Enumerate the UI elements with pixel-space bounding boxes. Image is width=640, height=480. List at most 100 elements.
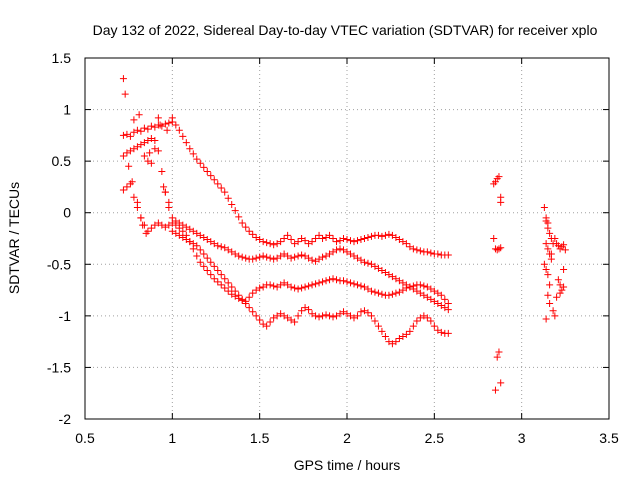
- data-point: [544, 245, 552, 253]
- data-point: [326, 312, 334, 320]
- data-point: [161, 120, 169, 128]
- data-point: [221, 284, 229, 292]
- data-point: [551, 235, 559, 242]
- data-point: [416, 281, 424, 289]
- data-point: [544, 224, 552, 232]
- data-point: [193, 252, 201, 260]
- data-point: [497, 198, 505, 206]
- data-point: [392, 338, 400, 346]
- data-point: [556, 289, 564, 297]
- data-point: [266, 281, 274, 289]
- data-point: [235, 291, 243, 299]
- data-point: [319, 253, 327, 261]
- data-point: [210, 176, 218, 184]
- data-point: [196, 159, 204, 167]
- data-point: [378, 232, 386, 240]
- data-point: [179, 132, 187, 140]
- data-point: [119, 186, 127, 194]
- data-point: [147, 224, 155, 232]
- data-point: [374, 289, 382, 297]
- y-tick-label: 1: [63, 102, 71, 118]
- x-axis-label: GPS time / hours: [294, 457, 401, 473]
- data-point: [495, 348, 503, 356]
- data-point: [298, 284, 306, 292]
- data-point: [119, 131, 127, 139]
- data-point: [266, 318, 274, 326]
- data-point: [214, 180, 222, 188]
- data-point: [154, 114, 162, 122]
- data-point: [298, 307, 306, 315]
- x-tick-label: 2.5: [425, 430, 445, 446]
- data-point: [409, 282, 417, 290]
- data-point: [242, 299, 250, 307]
- data-point: [364, 309, 372, 317]
- data-point: [280, 235, 288, 242]
- data-point: [126, 132, 134, 140]
- data-point: [259, 238, 267, 246]
- data-point: [490, 235, 498, 242]
- data-point: [364, 259, 372, 267]
- data-point: [235, 213, 243, 221]
- data-point: [130, 193, 138, 201]
- series-arc-3: [119, 180, 452, 307]
- data-point: [291, 284, 299, 292]
- data-point: [235, 252, 243, 260]
- data-point: [140, 124, 148, 132]
- data-point: [554, 276, 562, 284]
- data-point: [357, 308, 365, 316]
- data-point: [249, 289, 257, 297]
- data-point: [549, 307, 557, 315]
- data-point: [392, 289, 400, 297]
- data-point: [336, 245, 344, 253]
- data-point: [312, 235, 320, 242]
- data-point: [263, 239, 271, 247]
- data-point: [409, 245, 417, 253]
- data-point: [542, 315, 550, 323]
- data-point: [207, 258, 215, 266]
- y-tick-label: -1: [59, 308, 72, 324]
- data-point: [322, 311, 330, 319]
- data-point: [308, 238, 316, 246]
- data-point: [139, 221, 147, 229]
- series-arc-4: [168, 227, 452, 348]
- data-point: [165, 119, 173, 127]
- data-point: [287, 236, 295, 244]
- data-point: [540, 204, 548, 212]
- data-point: [322, 277, 330, 285]
- data-point: [409, 322, 417, 330]
- data-point: [333, 246, 341, 254]
- data-point: [165, 198, 173, 206]
- data-point: [200, 262, 208, 270]
- series-arc-1: [119, 118, 452, 259]
- data-point: [231, 207, 239, 215]
- data-point: [245, 304, 253, 312]
- data-point: [315, 231, 323, 239]
- data-point: [298, 251, 306, 259]
- data-point: [329, 235, 337, 242]
- data-point: [203, 266, 211, 274]
- data-point: [291, 253, 299, 261]
- data-point: [326, 231, 334, 239]
- data-point: [214, 266, 222, 274]
- data-point: [277, 238, 285, 246]
- data-point: [301, 283, 309, 291]
- data-point: [158, 167, 166, 175]
- plot-frame: [84, 57, 610, 420]
- data-point: [287, 283, 295, 291]
- data-point: [371, 288, 379, 296]
- series-scatter-early: [119, 75, 176, 237]
- data-point: [256, 284, 264, 292]
- data-point: [420, 282, 428, 290]
- x-tick-labels: 0.5 1 1.5 2 2.5 3 3.5: [75, 430, 619, 446]
- data-point: [374, 231, 382, 239]
- data-point: [430, 322, 438, 330]
- data-point: [182, 139, 190, 147]
- data-point: [263, 322, 271, 330]
- data-point: [360, 235, 368, 242]
- data-point: [266, 240, 274, 248]
- data-point: [210, 262, 218, 270]
- data-point: [200, 163, 208, 171]
- data-point: [193, 155, 201, 163]
- data-point: [135, 111, 143, 119]
- data-point: [444, 299, 452, 307]
